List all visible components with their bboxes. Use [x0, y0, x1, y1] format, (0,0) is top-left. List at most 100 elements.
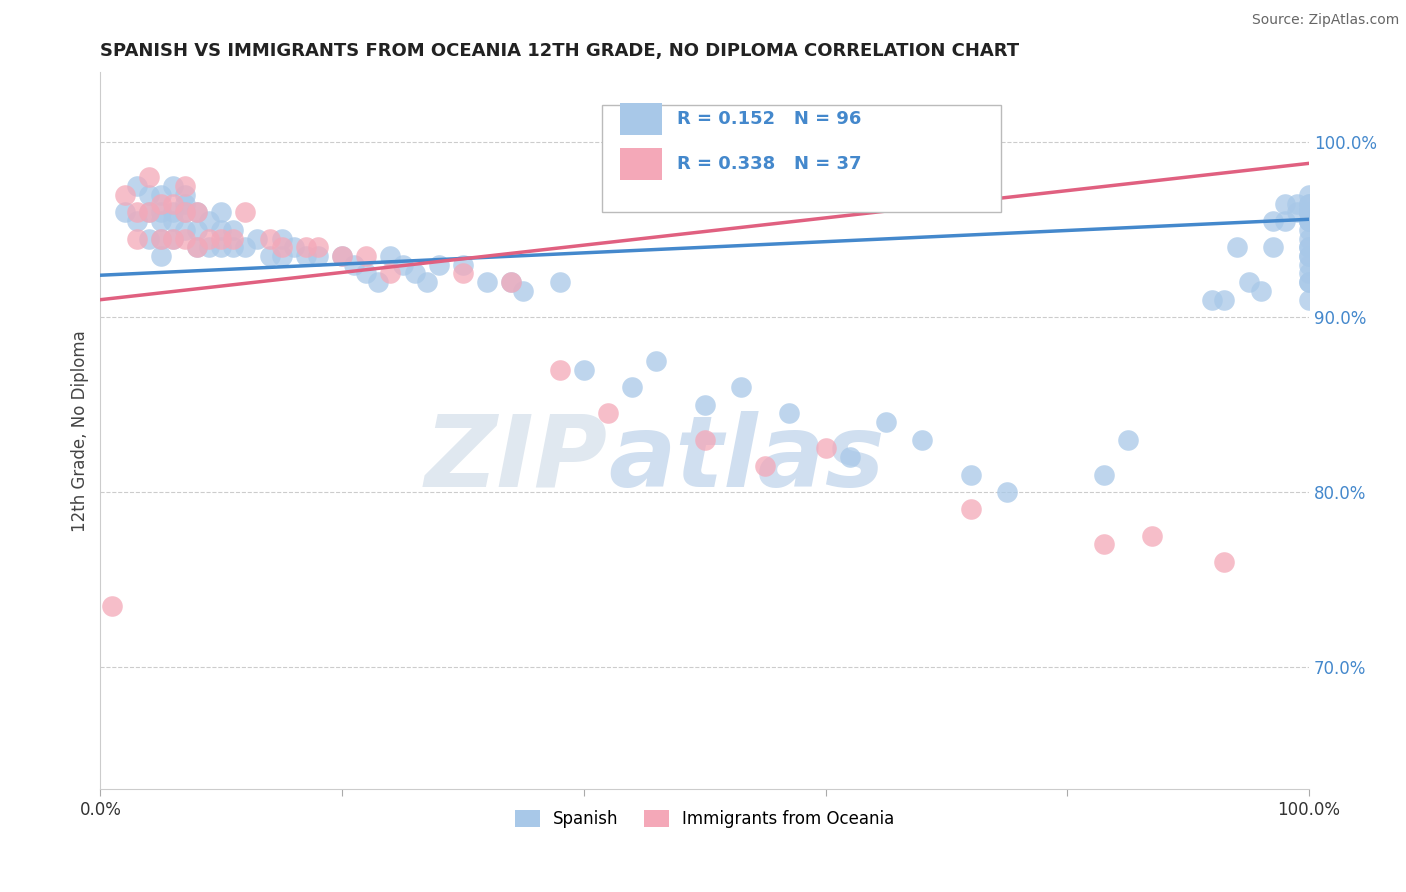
Point	[209, 231, 232, 245]
Y-axis label: 12th Grade, No Diploma: 12th Grade, No Diploma	[72, 330, 89, 532]
Point	[596, 406, 619, 420]
Point	[1298, 205, 1320, 219]
Point	[995, 485, 1018, 500]
Point	[149, 214, 172, 228]
Point	[451, 267, 474, 281]
Point	[1298, 205, 1320, 219]
Point	[1237, 275, 1260, 289]
Point	[149, 249, 172, 263]
Point	[125, 205, 148, 219]
Point	[1250, 284, 1272, 298]
Point	[451, 258, 474, 272]
Point	[149, 205, 172, 219]
Point	[621, 380, 644, 394]
Point	[209, 223, 232, 237]
Point	[295, 249, 318, 263]
Point	[125, 231, 148, 245]
Point	[380, 267, 402, 281]
Point	[1285, 196, 1308, 211]
Point	[1298, 187, 1320, 202]
Point	[693, 398, 716, 412]
Point	[1298, 249, 1320, 263]
Point	[427, 258, 450, 272]
Point	[235, 240, 257, 254]
Point	[1298, 293, 1320, 307]
Point	[174, 205, 197, 219]
Point	[235, 205, 257, 219]
Point	[1274, 196, 1296, 211]
Point	[162, 179, 184, 194]
Point	[222, 231, 245, 245]
FancyBboxPatch shape	[620, 148, 662, 180]
Legend: Spanish, Immigrants from Oceania: Spanish, Immigrants from Oceania	[509, 803, 901, 835]
Point	[162, 196, 184, 211]
Point	[198, 214, 221, 228]
Point	[330, 249, 353, 263]
Point	[838, 450, 860, 464]
Point	[343, 258, 366, 272]
Point	[174, 205, 197, 219]
Text: R = 0.338   N = 37: R = 0.338 N = 37	[676, 155, 862, 173]
Text: atlas: atlas	[607, 411, 884, 508]
Point	[222, 240, 245, 254]
Point	[186, 240, 208, 254]
Point	[259, 231, 281, 245]
Point	[138, 187, 160, 202]
FancyBboxPatch shape	[620, 103, 662, 135]
Point	[149, 231, 172, 245]
Point	[1298, 196, 1320, 211]
Point	[754, 458, 776, 473]
Point	[1298, 196, 1320, 211]
Point	[730, 380, 752, 394]
Point	[548, 362, 571, 376]
Point	[1116, 433, 1139, 447]
Point	[101, 599, 124, 613]
Point	[138, 170, 160, 185]
Point	[911, 433, 934, 447]
Point	[114, 187, 136, 202]
Point	[1298, 214, 1320, 228]
Point	[149, 196, 172, 211]
Point	[270, 240, 292, 254]
Point	[114, 205, 136, 219]
Point	[1298, 275, 1320, 289]
Point	[149, 187, 172, 202]
Point	[209, 205, 232, 219]
Point	[1298, 205, 1320, 219]
Point	[259, 249, 281, 263]
Point	[330, 249, 353, 263]
Point	[1213, 293, 1236, 307]
Point	[186, 205, 208, 219]
Point	[162, 214, 184, 228]
Point	[186, 240, 208, 254]
Point	[1140, 529, 1163, 543]
Point	[814, 442, 837, 456]
Point	[1213, 555, 1236, 569]
Point	[307, 240, 329, 254]
Point	[1274, 214, 1296, 228]
Point	[186, 205, 208, 219]
Point	[138, 205, 160, 219]
Point	[501, 275, 523, 289]
Point	[1285, 205, 1308, 219]
Point	[198, 240, 221, 254]
Point	[174, 187, 197, 202]
Point	[475, 275, 498, 289]
Point	[778, 406, 800, 420]
Point	[174, 179, 197, 194]
FancyBboxPatch shape	[602, 104, 1001, 212]
Text: Source: ZipAtlas.com: Source: ZipAtlas.com	[1251, 13, 1399, 28]
Point	[512, 284, 534, 298]
Point	[548, 275, 571, 289]
Point	[295, 240, 318, 254]
Point	[693, 433, 716, 447]
Point	[1298, 249, 1320, 263]
Point	[174, 231, 197, 245]
Point	[125, 214, 148, 228]
Point	[222, 223, 245, 237]
Point	[138, 205, 160, 219]
Point	[356, 267, 378, 281]
Point	[149, 231, 172, 245]
Point	[356, 249, 378, 263]
Text: ZIP: ZIP	[425, 411, 607, 508]
